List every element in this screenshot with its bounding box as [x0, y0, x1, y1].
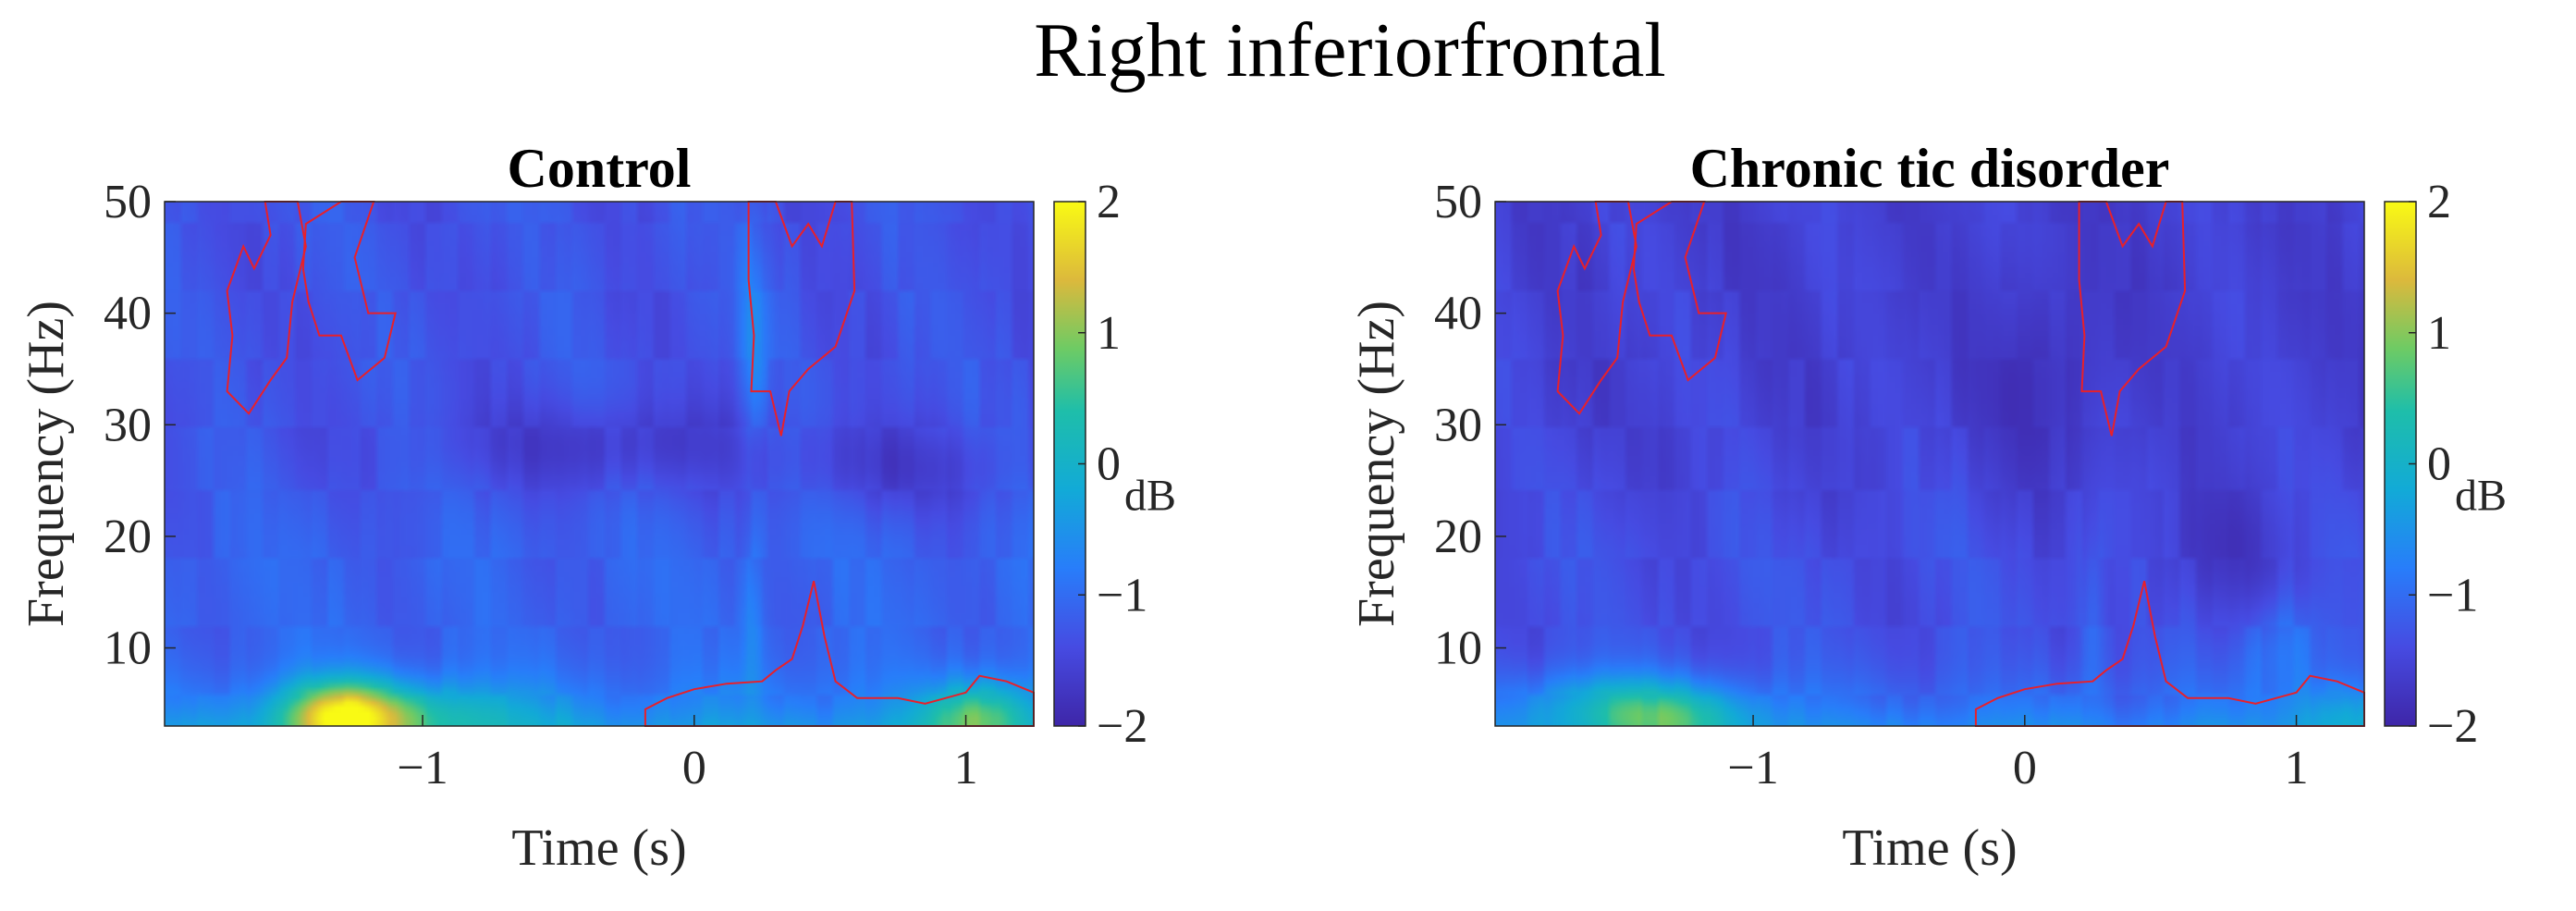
colorbar-tick-label: 2	[2427, 176, 2451, 228]
axes-frame	[164, 201, 1035, 727]
colorbar-tick-label: 2	[1097, 176, 1121, 228]
significance-contour	[644, 580, 1035, 727]
x-axis-label: Time (s)	[1842, 819, 2017, 877]
significance-contour	[1974, 580, 2365, 727]
x-tick-label: −1	[397, 742, 448, 794]
y-tick-label: 30	[1434, 399, 1482, 451]
x-tick-label: −1	[1727, 742, 1778, 794]
y-axis-label: Frequency (Hz)	[1348, 301, 1405, 627]
y-tick-label: 40	[104, 288, 152, 340]
panel-title: Chronic tic disorder	[1690, 138, 2170, 199]
x-tick-label: 1	[954, 742, 978, 794]
x-tick-label: 0	[2013, 742, 2037, 794]
colorbar-label: dB	[1124, 472, 1176, 521]
x-tick-label: 0	[682, 742, 706, 794]
significance-contour	[747, 201, 856, 437]
panel-title: Control	[508, 138, 692, 199]
y-tick-label: 40	[1434, 288, 1482, 340]
y-axis-label: Frequency (Hz)	[18, 301, 75, 627]
y-tick-label: 50	[1434, 176, 1482, 228]
colorbar-tick-label: 0	[1097, 438, 1121, 491]
axes-frame	[1494, 201, 2365, 727]
y-tick-label: 20	[1434, 511, 1482, 563]
colorbar-label: dB	[2455, 472, 2507, 521]
figure-title: Right inferiorfrontal	[1034, 7, 1665, 93]
colorbar-tick-label: −1	[1097, 569, 1147, 622]
colorbar-tick-label: −1	[2427, 569, 2478, 622]
heatmap-image	[1495, 202, 2364, 726]
x-tick-label: 1	[2285, 742, 2309, 794]
y-tick-label: 50	[104, 176, 152, 228]
colorbar-tick-label: 0	[2427, 438, 2451, 491]
colorbar-tick-label: −2	[1097, 700, 1147, 753]
colorbar-tick-label: 1	[1097, 307, 1121, 360]
significance-contour	[2078, 201, 2187, 437]
colorbar: 2 1 0 −1 −2 dB	[2384, 176, 2507, 753]
y-tick-label: 10	[104, 622, 152, 675]
colorbar-tick-label: −2	[2427, 700, 2478, 753]
colorbar-tick-label: 1	[2427, 307, 2451, 360]
colorbar: 2 1 0 −1 −2 dB	[1053, 176, 1176, 753]
y-tick-label: 20	[104, 511, 152, 563]
heatmap-image	[165, 202, 1034, 726]
x-axis-label: Time (s)	[511, 819, 686, 877]
y-tick-label: 30	[104, 399, 152, 451]
y-tick-label: 10	[1434, 622, 1482, 675]
